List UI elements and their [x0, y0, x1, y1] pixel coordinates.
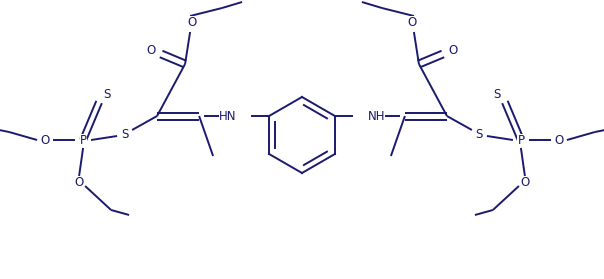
Text: P: P	[80, 133, 86, 146]
Text: S: S	[121, 128, 129, 141]
Text: NH: NH	[368, 110, 385, 124]
Text: P: P	[518, 133, 524, 146]
Text: O: O	[74, 175, 84, 189]
Text: S: S	[493, 88, 501, 100]
Text: O: O	[407, 16, 417, 28]
Text: O: O	[448, 44, 458, 57]
Text: O: O	[520, 175, 530, 189]
Text: O: O	[187, 16, 197, 28]
Text: HN: HN	[219, 110, 236, 124]
Text: O: O	[40, 133, 50, 146]
Text: O: O	[554, 133, 564, 146]
Text: O: O	[146, 44, 156, 57]
Text: S: S	[103, 88, 111, 100]
Text: S: S	[475, 128, 483, 141]
